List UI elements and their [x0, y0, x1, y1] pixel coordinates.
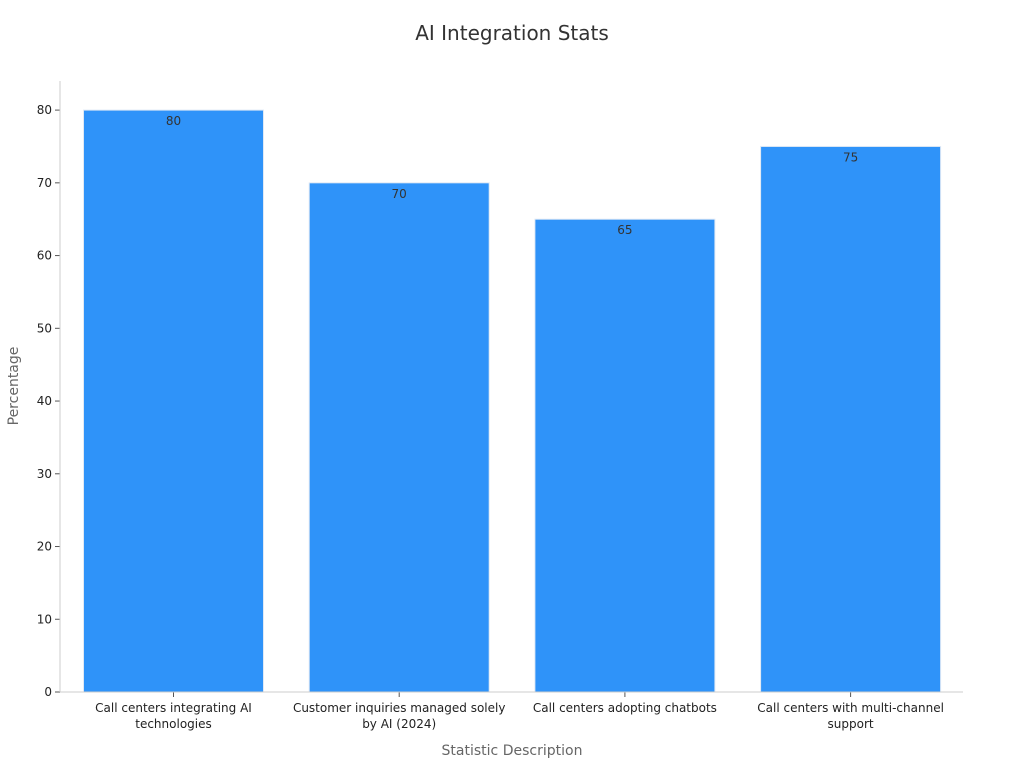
y-tick-label-60: 60	[37, 249, 52, 263]
data-label-2: 70	[392, 187, 407, 201]
y-tick-label-20: 20	[37, 540, 52, 554]
x-axis-label: Statistic Description	[442, 743, 583, 759]
x-labels-group: Call centers integrating AI technologies C…	[95, 692, 944, 731]
y-tick-label-40: 40	[37, 394, 52, 408]
bar-4	[760, 145, 942, 693]
y-tick-label-70: 70	[37, 176, 52, 190]
bars-group: 80 70 65 75	[83, 109, 942, 693]
y-tick-label-80: 80	[37, 103, 52, 117]
data-label-1: 80	[166, 114, 181, 128]
y-axis-label: Percentage	[6, 347, 22, 426]
data-label-3: 65	[617, 223, 632, 237]
chart-title: AI Integration Stats	[415, 21, 609, 45]
x-tick-label-2: Customer inquiries managed solely by AI (…	[293, 701, 506, 731]
y-tick-label-30: 30	[37, 467, 52, 481]
x-tick-label-3: Call centers adopting chatbots	[533, 701, 717, 715]
bar-1	[83, 109, 264, 693]
bar-2	[308, 182, 490, 693]
x-tick-label-1: Call centers integrating AI technologies	[95, 701, 252, 731]
bar-3	[534, 218, 716, 693]
y-tick-label-10: 10	[37, 612, 52, 626]
y-ticks-group: 0 10 20 30 40 50 60 70 80	[37, 103, 60, 699]
axes-group	[59, 81, 963, 693]
y-tick-label-0: 0	[44, 685, 52, 699]
y-tick-label-50: 50	[37, 321, 52, 335]
x-tick-label-4: Call centers with multi-channel support	[757, 701, 944, 731]
data-label-4: 75	[843, 150, 858, 164]
